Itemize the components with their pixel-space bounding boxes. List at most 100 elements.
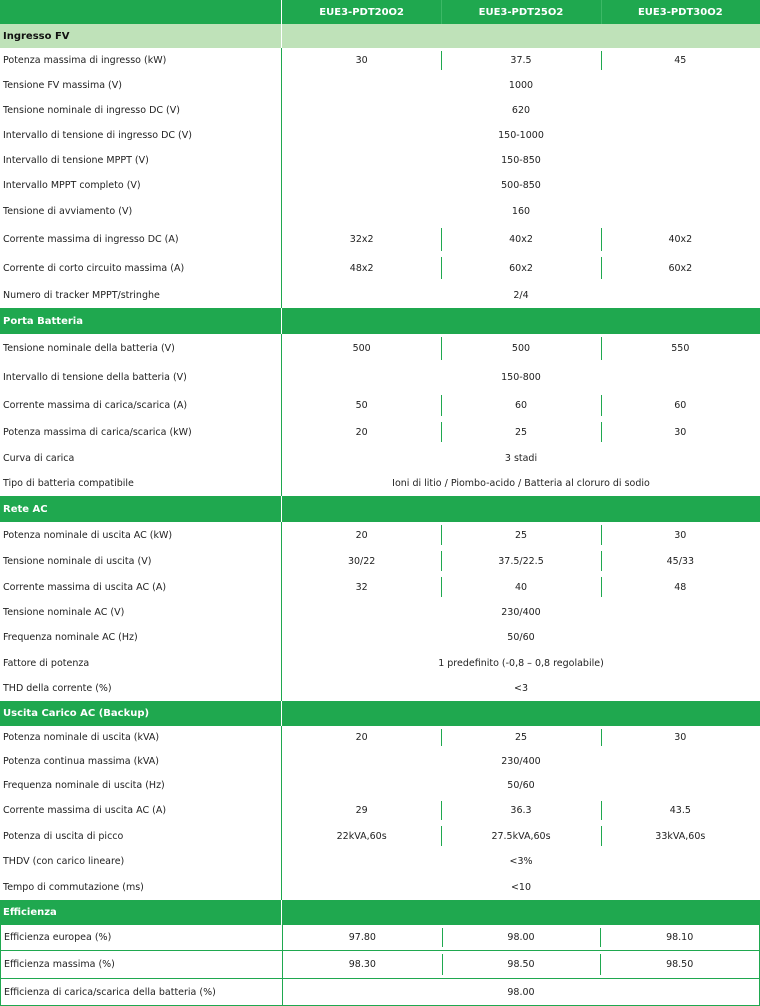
table-row: Corrente di corto circuito massima (A) 48… — [0, 254, 760, 282]
section-header: Ingresso FV — [0, 24, 760, 48]
row-label: Potenza di uscita di picco — [0, 823, 282, 849]
row-value: 22kVA,60s — [336, 830, 387, 842]
section-title: Rete AC — [0, 496, 282, 522]
row-label: Intervallo di tensione MPPT (V) — [0, 148, 282, 173]
row-value: 25 — [441, 726, 600, 749]
row-value: 40x2 — [600, 225, 760, 254]
row-label: Potenza nominale di uscita (kVA) — [0, 726, 282, 749]
row-label: Intervallo MPPT completo (V) — [0, 173, 282, 198]
row-value-merged: 160 — [511, 206, 531, 217]
row-value: 40x2 — [441, 225, 600, 254]
section-header: Efficienza — [0, 900, 760, 925]
table-row: Efficienza massima (%) 98.30 98.50 98.50 — [0, 951, 760, 979]
header-model-3: EUE3-PDT30O2 — [600, 0, 760, 24]
row-value: 40 — [441, 574, 600, 600]
table-row: Potenza di uscita di picco 22kVA,60s 27.5k… — [0, 823, 760, 849]
table-row: Potenza massima di ingresso (kW) 30 37.5 45 — [0, 48, 760, 73]
row-value: 32 — [355, 581, 368, 593]
row-value: 30 — [355, 55, 368, 66]
table-row: Potenza continua massima (kVA) 230/400 — [0, 749, 760, 773]
table-row: Tensione nominale della batteria (V) 500 5… — [0, 334, 760, 363]
table-row: Corrente massima di uscita AC (A) 29 36.3 4… — [0, 798, 760, 823]
row-value-merged: 1 predefinito (-0,8 – 0,8 regolabile) — [438, 657, 604, 669]
table-row: Corrente massima di uscita AC (A) 32 40 48 — [0, 574, 760, 600]
table-row: Tensione FV massima (V) 1000 — [0, 73, 760, 98]
table-row: Efficienza europea (%) 97.80 98.00 98.10 — [0, 925, 760, 951]
section-title: Uscita Carico AC (Backup) — [0, 701, 282, 726]
section-title: Efficienza — [0, 900, 282, 925]
row-value: 29 — [355, 805, 368, 816]
row-label: Efficienza di carica/scarica della batte… — [1, 979, 283, 1005]
section-fill — [282, 496, 760, 522]
row-value: 33kVA,60s — [600, 823, 760, 849]
row-value: 500 — [441, 334, 600, 363]
row-label: Efficienza europea (%) — [1, 925, 283, 950]
row-label: THD della corrente (%) — [0, 676, 282, 701]
table-row: THD della corrente (%) <3 — [0, 676, 760, 701]
row-label: Curva di carica — [0, 445, 282, 471]
row-value: 98.30 — [348, 959, 376, 970]
section-fill — [282, 900, 760, 925]
table-row: Tensione di avviamento (V) 160 — [0, 198, 760, 225]
row-value-merged: Ioni di litio / Piombo-acido / Batteria … — [392, 478, 650, 489]
table-row: Intervallo di tensione della batteria (V… — [0, 363, 760, 392]
row-label: Numero di tracker MPPT/stringhe — [0, 282, 282, 308]
table-row: Tipo di batteria compatibile Ioni di liti… — [0, 471, 760, 496]
row-label: Tempo di commutazione (ms) — [0, 874, 282, 900]
section-header: Rete AC — [0, 496, 760, 522]
row-value: 98.10 — [600, 925, 759, 950]
row-value-merged: 500-850 — [501, 180, 541, 191]
row-label: Tensione nominale della batteria (V) — [0, 334, 282, 363]
row-value: 500 — [352, 343, 371, 354]
table-row: Tensione nominale AC (V) 230/400 — [0, 600, 760, 625]
row-value-merged: 150-800 — [501, 372, 541, 383]
row-label: Tensione nominale AC (V) — [0, 600, 282, 625]
row-value: 60 — [441, 392, 600, 419]
table-row: Tensione nominale di uscita (V) 30/22 37.5… — [0, 548, 760, 574]
row-value: 30 — [600, 419, 760, 445]
row-value: 48x2 — [349, 262, 374, 274]
row-value: 36.3 — [441, 798, 600, 823]
row-value: 25 — [441, 419, 600, 445]
row-label: Intervallo di tensione della batteria (V… — [0, 363, 282, 392]
row-value: 50 — [355, 400, 368, 411]
row-value-merged: 150-1000 — [498, 130, 544, 141]
table-header: EUE3-PDT20O2 EUE3-PDT25O2 EUE3-PDT30O2 — [0, 0, 760, 24]
row-label: Corrente massima di carica/scarica (A) — [0, 392, 282, 419]
section-fill — [282, 308, 760, 334]
table-row: Frequenza nominale AC (Hz) 50/60 — [0, 625, 760, 650]
row-label: THDV (con carico lineare) — [0, 849, 282, 874]
row-value-merged: 230/400 — [501, 755, 541, 767]
row-value-merged: 98.00 — [507, 986, 535, 998]
row-label: Frequenza nominale di uscita (Hz) — [0, 773, 282, 798]
row-value: 45/33 — [600, 548, 760, 574]
table-row: Frequenza nominale di uscita (Hz) 50/60 — [0, 773, 760, 798]
row-value: 43.5 — [600, 798, 760, 823]
table-row: Intervallo di tensione MPPT (V) 150-850 — [0, 148, 760, 173]
row-value: 30/22 — [347, 555, 376, 567]
row-label: Corrente massima di ingresso DC (A) — [0, 225, 282, 254]
row-label: Tensione FV massima (V) — [0, 73, 282, 98]
table-row: Intervallo di tensione di ingresso DC (V… — [0, 123, 760, 148]
row-value: 60x2 — [600, 254, 760, 282]
row-value-merged: <10 — [510, 881, 532, 893]
row-value-merged: 1000 — [508, 80, 534, 91]
row-value-merged: 620 — [511, 105, 531, 116]
row-label: Fattore di potenza — [0, 650, 282, 676]
row-value: 37.5/22.5 — [441, 548, 600, 574]
row-value: 45 — [600, 48, 760, 73]
row-value: 98.00 — [441, 925, 601, 950]
row-value-merged: 50/60 — [507, 780, 535, 791]
row-label: Corrente massima di uscita AC (A) — [0, 574, 282, 600]
row-value: 37.5 — [441, 48, 600, 73]
row-value: 98.50 — [600, 951, 759, 978]
row-label: Frequenza nominale AC (Hz) — [0, 625, 282, 650]
table-row: Corrente massima di ingresso DC (A) 32x2 4… — [0, 225, 760, 254]
table-row: Fattore di potenza 1 predefinito (-0,8 – … — [0, 650, 760, 676]
row-label: Potenza massima di ingresso (kW) — [0, 48, 282, 73]
row-value: 27.5kVA,60s — [441, 823, 600, 849]
row-label: Tipo di batteria compatibile — [0, 471, 282, 496]
row-label: Tensione nominale di uscita (V) — [0, 548, 282, 574]
row-label: Efficienza massima (%) — [1, 951, 283, 978]
header-model-2: EUE3-PDT25O2 — [441, 0, 600, 24]
